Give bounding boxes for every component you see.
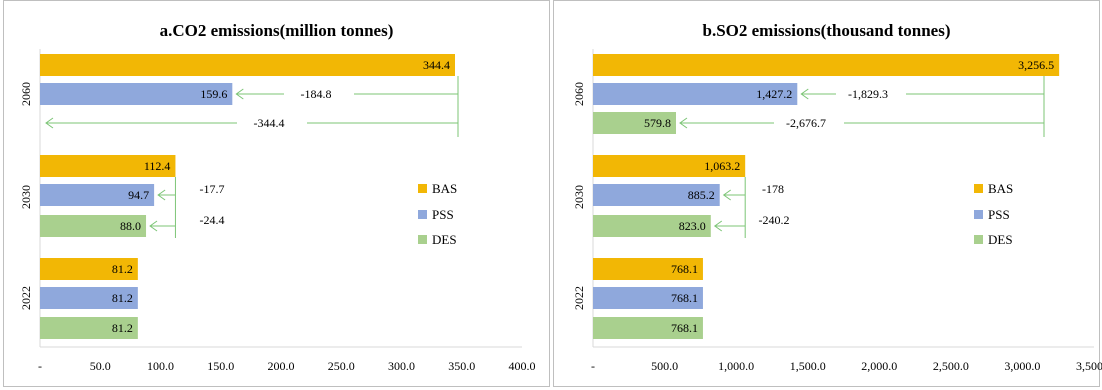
x-tick-label: 3,500.0 (1076, 359, 1102, 373)
difference-label: -184.8 (301, 87, 332, 101)
group-label: 2022 (572, 286, 586, 310)
bar-value-label: 112.4 (144, 159, 171, 173)
x-tick-label: 100.0 (147, 359, 174, 373)
so2-chart-plot: - 500.0 1,000.0 1,500.0 2,000.0 2,500.0 3,000.… (572, 49, 1102, 373)
legend-label: PSS (432, 207, 454, 222)
difference-label: -240.2 (759, 213, 790, 227)
bar (593, 287, 703, 309)
legend-swatch (418, 235, 427, 244)
legend-swatch (418, 210, 427, 219)
bar (593, 184, 720, 206)
legend-label: DES (432, 232, 457, 247)
bar-value-label: 81.2 (112, 291, 133, 305)
bar (593, 317, 703, 339)
bar (593, 258, 703, 280)
legend-label: PSS (988, 207, 1010, 222)
group-label: 2030 (572, 185, 586, 209)
bar-value-label: 3,256.5 (1018, 58, 1054, 72)
bar-value-label: 823.0 (679, 219, 706, 233)
x-tick-label: 2,500.0 (933, 359, 969, 373)
x-tick-label: 150.0 (207, 359, 234, 373)
group-label: 2060 (572, 82, 586, 106)
x-tick-label: - (591, 359, 595, 373)
bar (593, 155, 746, 177)
bar-value-label: 768.1 (671, 321, 698, 335)
x-tick-label: 400.0 (509, 359, 536, 373)
x-tick-label: 3,000.0 (1004, 359, 1040, 373)
bar-value-label: 159.6 (200, 87, 227, 101)
bar (40, 287, 138, 309)
legend-label: BAS (988, 181, 1013, 196)
legend-label: DES (988, 232, 1013, 247)
bar-value-label: 344.4 (423, 58, 450, 72)
bar-value-label: 768.1 (671, 291, 698, 305)
difference-label: -17.7 (200, 182, 225, 196)
legend-swatch (974, 210, 983, 219)
group-label: 2022 (19, 286, 33, 310)
difference-arrowhead (45, 117, 54, 129)
x-tick-label: 1,500.0 (790, 359, 826, 373)
bar (593, 54, 1060, 76)
x-tick-label: 200.0 (268, 359, 295, 373)
bar-value-label: 1,063.2 (704, 159, 740, 173)
bar-value-label: 81.2 (112, 321, 133, 335)
x-tick-label: 500.0 (651, 359, 678, 373)
legend-swatch (418, 184, 427, 193)
bar-value-label: 579.8 (644, 116, 671, 130)
legend-swatch (974, 235, 983, 244)
chart-title: a.CO2 emissions(million tonnes) (159, 21, 394, 40)
bar (593, 112, 676, 134)
legend-label: BAS (432, 181, 457, 196)
x-tick-label: - (38, 359, 42, 373)
bar (593, 83, 798, 105)
bar-value-label: 885.2 (688, 188, 715, 202)
bar-value-label: 94.7 (128, 188, 149, 202)
bar (40, 317, 138, 339)
difference-arrowhead (235, 88, 244, 100)
x-tick-label: 250.0 (328, 359, 355, 373)
co2-chart-plot: - 50.0 100.0 150.0 200.0 250.0 300.0 350.0 400.0… (19, 49, 536, 373)
bar (40, 54, 456, 76)
bar-value-label: 768.1 (671, 262, 698, 276)
group-label: 2030 (19, 185, 33, 209)
difference-arrowhead (800, 88, 809, 100)
bar (40, 184, 155, 206)
difference-label: -344.4 (254, 116, 285, 130)
chart-title: b.SO2 emissions(thousand tonnes) (702, 21, 951, 40)
legend-swatch (974, 184, 983, 193)
difference-label: -1,829.3 (848, 87, 888, 101)
difference-label: -24.4 (200, 213, 225, 227)
difference-label: -2,676.7 (786, 116, 826, 130)
difference-arrowhead (149, 220, 158, 232)
x-tick-label: 1,000.0 (718, 359, 754, 373)
so2-chart-panel: b.SO2 emissions(thousand tonnes) - 500.0 1… (553, 0, 1102, 387)
co2-chart-panel: a.CO2 emissions(million tonnes) - 50.0 100… (3, 0, 550, 387)
bar (40, 83, 233, 105)
difference-arrowhead (722, 189, 732, 201)
difference-arrowhead (679, 117, 688, 129)
bar (593, 215, 711, 237)
difference-arrowhead (157, 189, 166, 201)
x-tick-label: 300.0 (388, 359, 415, 373)
bar-value-label: 81.2 (112, 262, 133, 276)
group-label: 2060 (19, 82, 33, 106)
x-tick-label: 2,000.0 (861, 359, 897, 373)
difference-label: -178 (762, 182, 784, 196)
bar-value-label: 88.0 (120, 219, 141, 233)
bar (40, 155, 176, 177)
x-tick-label: 50.0 (90, 359, 111, 373)
bar (40, 258, 138, 280)
x-tick-label: 350.0 (448, 359, 475, 373)
bar-value-label: 1,427.2 (756, 87, 792, 101)
bar (40, 215, 147, 237)
difference-arrowhead (713, 220, 723, 232)
